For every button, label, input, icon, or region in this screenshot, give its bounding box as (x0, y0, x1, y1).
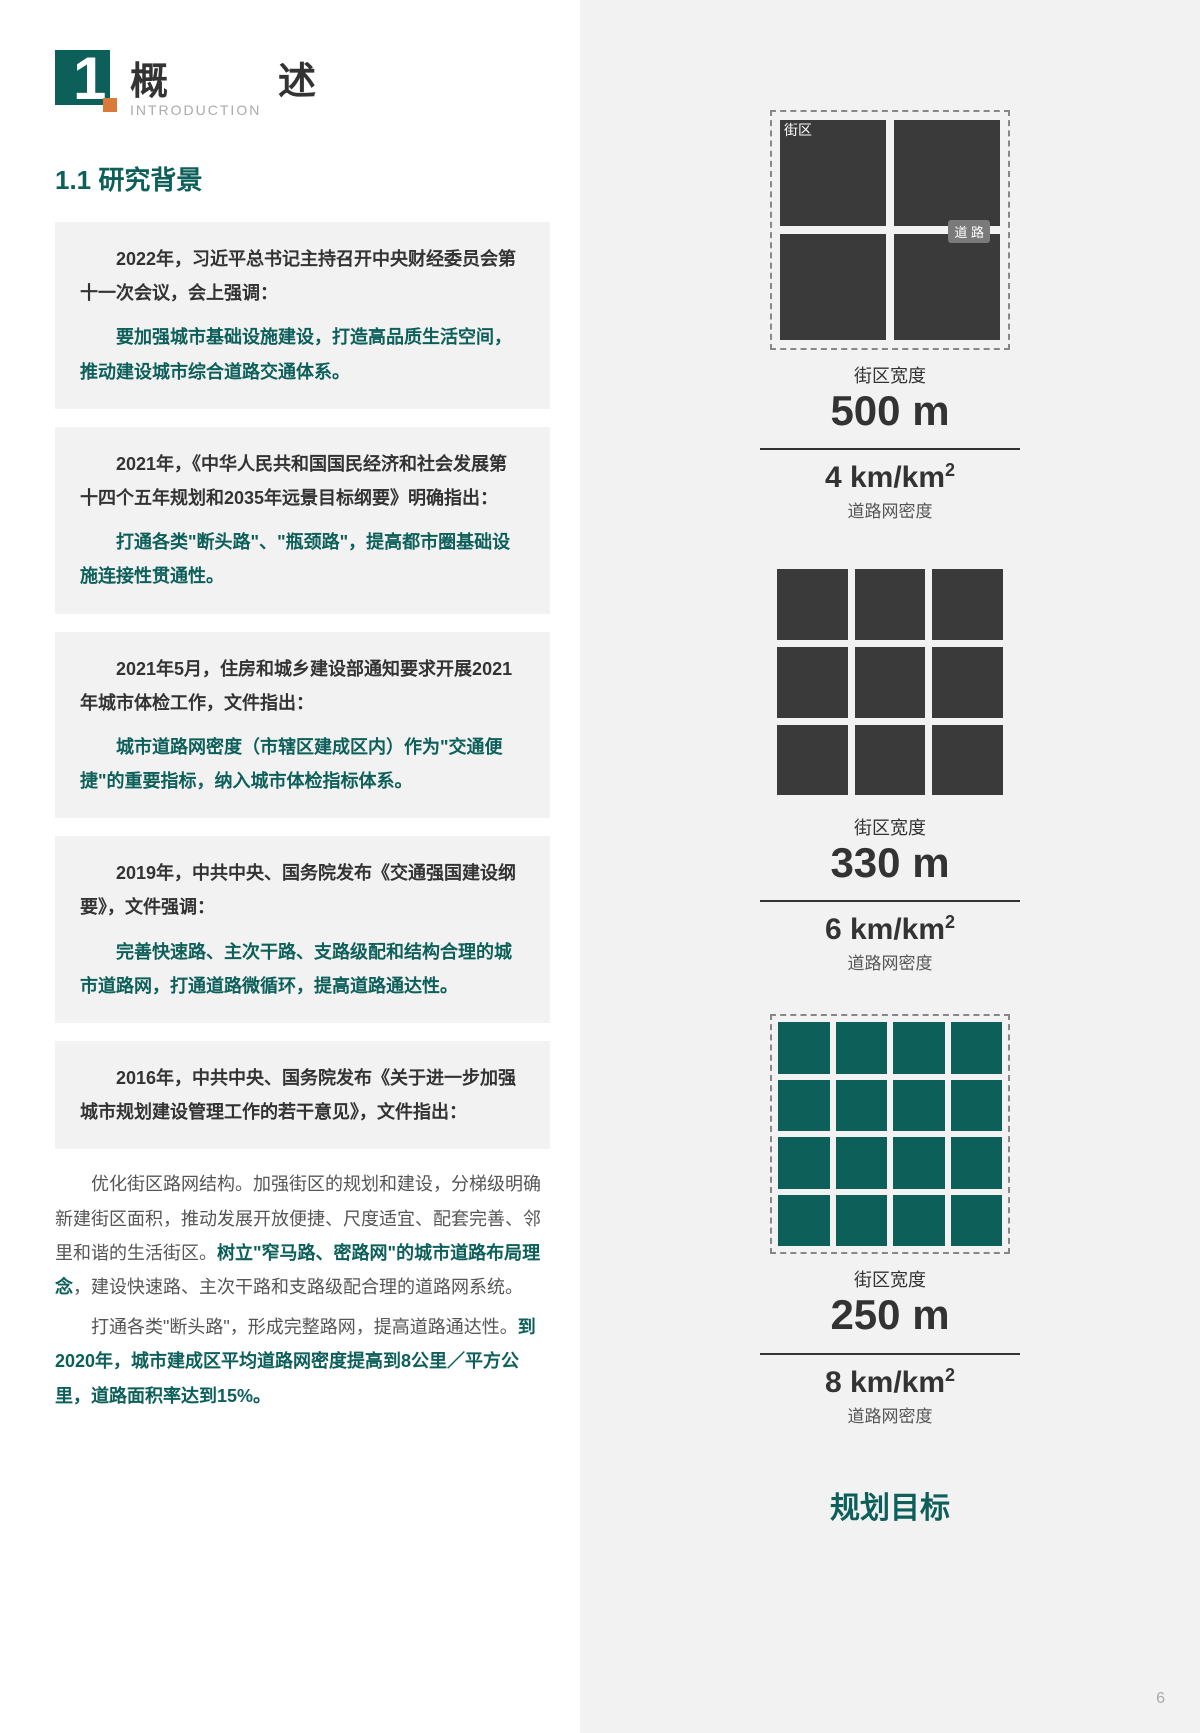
grid-cell (777, 725, 848, 796)
body-p2-pre: 打通各类"断头路"，形成完整路网，提高道路通达性。 (91, 1317, 518, 1337)
diagram-block: 街区宽度250 m 8 km/km2道路网密度 (760, 1014, 1020, 1426)
metric-divider (760, 448, 1020, 450)
grid-cell (893, 1195, 945, 1247)
grid-cell (778, 1080, 830, 1132)
chapter-subtitle: INTRODUCTION (130, 102, 261, 118)
block-label: 街区 (784, 120, 812, 140)
density-value: 4 km/km2 (825, 460, 955, 495)
metric-divider (760, 900, 1020, 902)
left-column: 1 概 述 INTRODUCTION 1.1 研究背景 2022年，习近平总书记… (0, 0, 580, 1733)
quote-lead: 2022年，习近平总书记主持召开中央财经委员会第十一次会议，会上强调： (80, 242, 525, 310)
section-title: 1.1 研究背景 (55, 160, 550, 197)
diagrams-container: 街区道 路街区宽度500 m4 km/km2道路网密度街区宽度330 m6 km… (760, 110, 1020, 1467)
grid-cell (855, 725, 926, 796)
grid-cell (836, 1195, 888, 1247)
density-value: 8 km/km2 (825, 1365, 955, 1400)
grid-cell (893, 1080, 945, 1132)
grid-cell (893, 1022, 945, 1074)
grid-cell (778, 1137, 830, 1189)
density-value: 6 km/km2 (825, 912, 955, 947)
grid-cell (932, 647, 1003, 718)
quote-block: 2019年，中共中央、国务院发布《交通强国建设纲要》，文件强调： 完善快速路、主次… (55, 836, 550, 1023)
quote-block: 2021年5月，住房和城乡建设部通知要求开展2021年城市体检工作，文件指出： 城… (55, 632, 550, 819)
grid-cell (855, 647, 926, 718)
grid-cell (836, 1022, 888, 1074)
quotes-container: 2022年，习近平总书记主持召开中央财经委员会第十一次会议，会上强调： 要加强城市… (55, 222, 550, 1149)
quote-emphasis: 城市道路网密度（市辖区建成区内）作为"交通便捷"的重要指标，纳入城市体检指标体系… (80, 730, 525, 798)
grid-cell (932, 725, 1003, 796)
width-label: 街区宽度 (854, 1266, 926, 1292)
grid-cell (777, 647, 848, 718)
grid-cell (893, 1137, 945, 1189)
quote-block: 2021年，《中华人民共和国国民经济和社会发展第十四个五年规划和2035年远景目… (55, 427, 550, 614)
quote-block: 2016年，中共中央、国务院发布《关于进一步加强城市规划建设管理工作的若干意见》… (55, 1041, 550, 1149)
diagram-block: 街区宽度330 m 6 km/km2道路网密度 (760, 562, 1020, 974)
grid-cell (778, 1195, 830, 1247)
grid-cell (836, 1080, 888, 1132)
grid-cell (894, 234, 1000, 340)
grid-diagram (770, 562, 1010, 802)
quote-emphasis: 打通各类"断头路"、"瓶颈路"，提高都市圈基础设施连接性贯通性。 (80, 525, 525, 593)
grid-diagram (770, 1014, 1010, 1254)
width-value: 250 m (830, 1292, 949, 1338)
width-value: 500 m (830, 388, 949, 434)
chapter-header: 1 概 述 INTRODUCTION (55, 50, 550, 130)
body-paragraph-2: 打通各类"断头路"，形成完整路网，提高道路通达性。到2020年，城市建成区平均道… (55, 1310, 550, 1413)
right-column: 街区道 路街区宽度500 m4 km/km2道路网密度街区宽度330 m6 km… (580, 0, 1200, 1733)
grid-cell (951, 1022, 1003, 1074)
width-value: 330 m (830, 840, 949, 886)
grid-cell (778, 1022, 830, 1074)
metric-divider (760, 1353, 1020, 1355)
quote-lead: 2021年，《中华人民共和国国民经济和社会发展第十四个五年规划和2035年远景目… (80, 447, 525, 515)
density-label: 道路网密度 (848, 497, 933, 522)
chapter-title: 概 述 (130, 50, 352, 105)
quote-emphasis: 要加强城市基础设施建设，打造高品质生活空间，推动建设城市综合道路交通体系。 (80, 320, 525, 388)
quote-emphasis: 完善快速路、主次干路、支路级配和结构合理的城市道路网，打通道路微循环，提高道路通… (80, 935, 525, 1003)
grid-cell (951, 1195, 1003, 1247)
grid-cell (780, 234, 886, 340)
quote-lead: 2019年，中共中央、国务院发布《交通强国建设纲要》，文件强调： (80, 856, 525, 924)
width-label: 街区宽度 (854, 814, 926, 840)
density-label: 道路网密度 (848, 1402, 933, 1427)
quote-lead: 2021年5月，住房和城乡建设部通知要求开展2021年城市体检工作，文件指出： (80, 652, 525, 720)
body-paragraph-1: 优化街区路网结构。加强街区的规划和建设，分梯级明确新建街区面积，推动发展开放便捷… (55, 1167, 550, 1304)
accent-square-icon (103, 98, 117, 112)
chapter-number: 1 (73, 44, 106, 113)
diagram-block: 街区道 路街区宽度500 m 4 km/km2道路网密度 (760, 110, 1020, 522)
grid-cell (932, 569, 1003, 640)
quote-lead: 2016年，中共中央、国务院发布《关于进一步加强城市规划建设管理工作的若干意见》… (80, 1061, 525, 1129)
road-label: 道 路 (948, 220, 990, 243)
density-label: 道路网密度 (848, 949, 933, 974)
grid-cell (894, 120, 1000, 226)
grid-cell (951, 1080, 1003, 1132)
grid-cell (836, 1137, 888, 1189)
planning-target: 规划目标 (830, 1483, 950, 1527)
grid-cell (951, 1137, 1003, 1189)
page-number: 6 (1156, 1690, 1165, 1708)
grid-cell (777, 569, 848, 640)
width-label: 街区宽度 (854, 362, 926, 388)
grid-cell (855, 569, 926, 640)
quote-block: 2022年，习近平总书记主持召开中央财经委员会第十一次会议，会上强调： 要加强城市… (55, 222, 550, 409)
grid-diagram: 街区道 路 (770, 110, 1010, 350)
body-p1-post: ，建设快速路、主次干路和支路级配合理的道路网系统。 (73, 1277, 523, 1297)
